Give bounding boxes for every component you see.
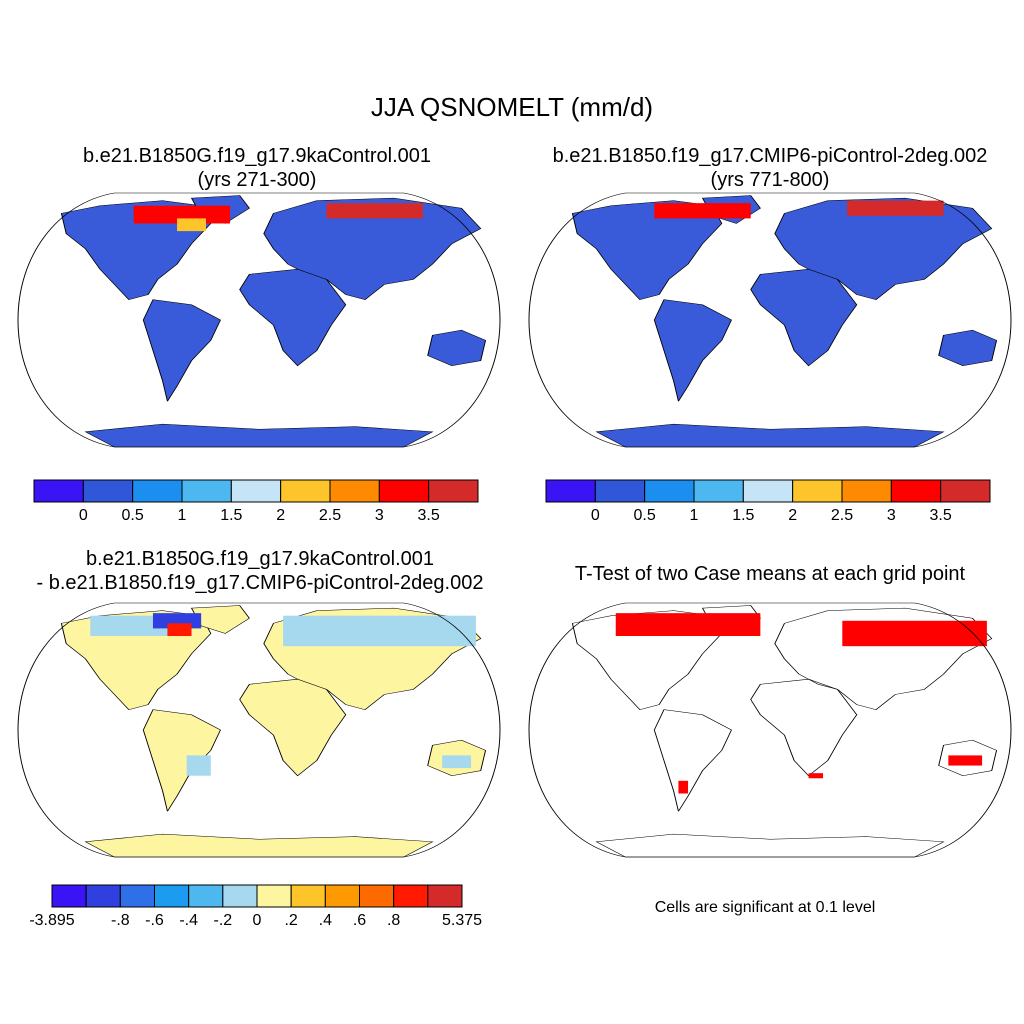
colorbar-case2-tick-label: 2: [788, 507, 797, 524]
land-fill-case1: [61, 196, 485, 447]
colorbar-difference-swatch: [188, 884, 224, 908]
colorbar-case1-swatch: [280, 479, 331, 503]
colorbar-case2-swatch: [841, 479, 892, 503]
panel-title-case1: b.e21.B1850G.f19_g17.9kaControl.001 (yrs…: [12, 144, 502, 192]
colorbar-case1-tick-label: 2: [276, 507, 285, 524]
colorbar-case1-swatch: [230, 479, 282, 503]
colorbar-case1-swatch: [428, 479, 479, 503]
map-panel-case2: [529, 193, 1011, 447]
map-panel-ttest: [529, 603, 1011, 857]
colorbar-difference-tick-label: -.8: [111, 912, 130, 929]
panel-title-case1-line2: (yrs 271-300): [197, 169, 317, 191]
panel-title-case2: b.e21.B1850.f19_g17.CMIP6-piControl-2deg…: [515, 144, 1024, 192]
colorbar-difference-swatch: [51, 884, 87, 908]
colorbar-difference-tick-label: .8: [387, 912, 400, 929]
colorbar-difference-swatch: [222, 884, 258, 908]
colorbar-case1-tick-label: 1.5: [220, 507, 242, 524]
colorbar-case1-tick-label: 3: [375, 507, 384, 524]
colorbar-difference: -3.895 -.8 -.6 -.4 -.2 0 .2 .4 .6 .8 5.375: [29, 884, 482, 929]
difference-anomaly-zones: [90, 613, 476, 776]
colorbar-difference-swatch: [256, 884, 292, 908]
colorbar-difference-swatch: [359, 884, 395, 908]
colorbar-case1-tick-label: 2.5: [319, 507, 341, 524]
colorbar-case2-tick-label: 1: [690, 507, 699, 524]
panel-title-difference-line2: - b.e21.B1850.f19_g17.CMIP6-piControl-2d…: [36, 572, 484, 594]
colorbar-case2-swatch: [792, 479, 843, 503]
colorbar-case2-tick-label: 0.5: [634, 507, 656, 524]
colorbar-difference-tick-label: -.6: [145, 912, 164, 929]
colorbar-difference-tick-label: .2: [284, 912, 297, 929]
colorbar-difference-tick-label: -3.895: [29, 912, 74, 929]
panel-title-ttest: T-Test of two Case means at each grid po…: [574, 563, 966, 585]
colorbar-difference-swatch: [393, 884, 429, 908]
colorbar-difference-tick-label: .6: [353, 912, 366, 929]
colorbar-case1-tick-label: 0.5: [122, 507, 144, 524]
colorbar-case2-swatch: [545, 479, 596, 503]
colorbar-case1-swatch: [329, 479, 380, 503]
snowmelt-high-zone-case1: [133, 203, 423, 232]
colorbar-case2-swatch: [742, 479, 794, 503]
colorbar-case2-tick-label: 3: [887, 507, 896, 524]
colorbar-case2: 0 0.5 1 1.5 2 2.5 3 3.5: [545, 479, 991, 524]
land-fill-case2: [572, 196, 996, 447]
colorbar-case2-tick-label: 0: [591, 507, 600, 524]
colorbar-case1-swatch: [378, 479, 430, 503]
colorbar-case2-swatch: [890, 479, 942, 503]
colorbar-difference-swatch: [119, 884, 156, 908]
panel-title-case2-line2: (yrs 771-800): [710, 169, 830, 191]
colorbar-case1-tick-label: 3.5: [418, 507, 440, 524]
figure-title: JJA QSNOMELT (mm/d): [370, 92, 654, 122]
colorbar-difference-swatch: [85, 884, 121, 908]
colorbar-case2-tick-label: 2.5: [831, 507, 853, 524]
colorbar-difference-swatch: [290, 884, 326, 908]
panel-title-case1-line1: b.e21.B1850G.f19_g17.9kaControl.001: [82, 145, 432, 167]
colorbar-difference-swatch: [154, 884, 190, 908]
colorbar-case2-tick-label: 1.5: [732, 507, 754, 524]
colorbar-case1-swatch: [82, 479, 134, 503]
colorbar-case2-swatch: [594, 479, 646, 503]
colorbar-difference-tick-label: -.2: [213, 912, 232, 929]
colorbar-case1-tick-label: 0: [79, 507, 88, 524]
colorbar-difference-swatch: [324, 884, 361, 908]
snowmelt-high-zone-case2: [654, 200, 944, 219]
colorbar-case2-swatch: [644, 479, 695, 503]
panel-title-case2-line1: b.e21.B1850.f19_g17.CMIP6-piControl-2deg…: [552, 145, 988, 167]
colorbar-difference-tick-label: .4: [319, 912, 332, 929]
map-panel-case1: [18, 193, 500, 447]
panel-title-difference: b.e21.B1850G.f19_g17.9kaControl.001 - b.…: [0, 547, 520, 595]
colorbar-case2-tick-label: 3.5: [930, 507, 952, 524]
colorbar-case1-swatch: [181, 479, 232, 503]
colorbar-difference-tick-label: 0: [253, 912, 262, 929]
panel-title-difference-line1: b.e21.B1850G.f19_g17.9kaControl.001: [85, 548, 435, 570]
colorbar-difference-swatch: [427, 884, 463, 908]
colorbar-case2-swatch: [693, 479, 744, 503]
colorbar-case1-tick-label: 1: [178, 507, 187, 524]
significance-note: Cells are significant at 0.1 level: [654, 899, 876, 916]
colorbar-case1: 0 0.5 1 1.5 2 2.5 3 3.5: [33, 479, 479, 524]
colorbar-difference-tick-label: -.4: [179, 912, 198, 929]
map-panel-difference: [18, 603, 500, 857]
colorbar-case1-swatch: [132, 479, 183, 503]
colorbar-difference-tick-label: 5.375: [442, 912, 482, 929]
colorbar-case2-swatch: [940, 479, 991, 503]
significant-cells: [615, 613, 987, 794]
colorbar-case1-swatch: [33, 479, 84, 503]
